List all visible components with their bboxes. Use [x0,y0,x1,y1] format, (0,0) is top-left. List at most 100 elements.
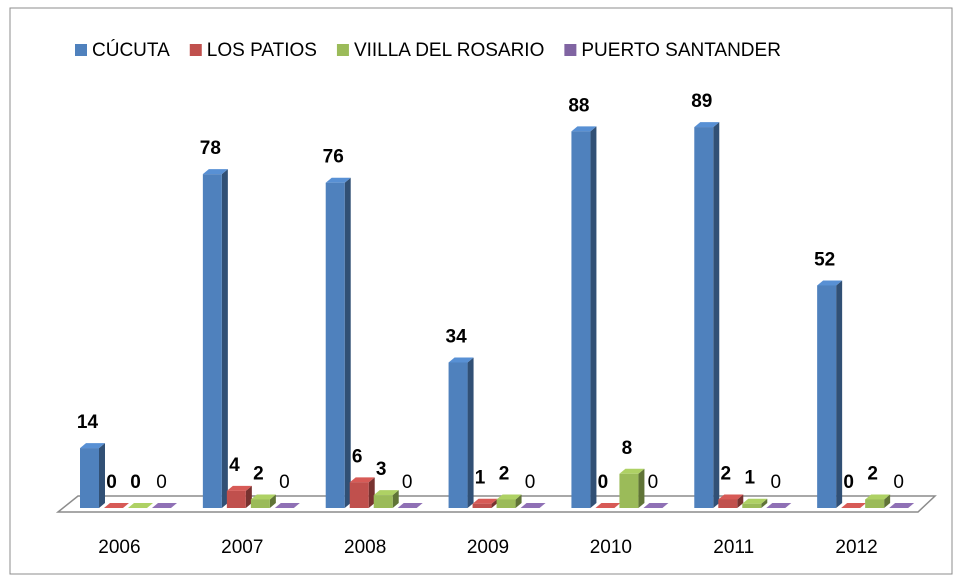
bar-top [80,443,105,449]
bar [718,494,744,508]
value-label: 0 [402,472,413,493]
bar [202,169,228,508]
value-label: 0 [130,472,141,493]
x-tick-label: 2006 [98,537,140,558]
value-label: 0 [106,472,117,493]
bar [152,503,177,509]
value-label: 1 [475,468,486,489]
bar-front [865,499,885,508]
bar [766,503,792,509]
legend-swatch [189,44,202,56]
bar-top [571,126,597,132]
value-label: 14 [77,412,99,433]
bar-side [269,494,276,508]
bar-side [638,468,645,508]
value-label: 0 [598,472,609,493]
bar-side [761,498,768,508]
bar-front [694,127,714,508]
bar-side [221,169,228,508]
bar-front [496,499,516,508]
value-label: 0 [893,472,904,493]
bar-front [571,131,591,509]
bar-top [448,357,474,363]
bar [595,503,621,509]
bar [397,503,423,509]
bar-side [491,498,498,508]
bar [226,485,252,508]
legend-label: PUERTO SANTANDER [581,40,781,61]
bar-front [250,499,270,508]
bar-top [841,503,867,508]
bar-front [718,499,738,508]
bar-top [817,280,843,286]
value-label: 2 [867,463,878,484]
value-label: 0 [525,472,536,493]
bar [619,468,645,508]
bar [643,503,669,509]
bar [448,357,474,508]
bar [865,494,891,508]
bar-side [245,485,252,508]
bar-top [889,503,915,508]
value-label: 88 [568,95,589,116]
value-label: 0 [843,472,854,493]
bar [841,503,867,509]
bar-front [202,174,222,508]
bar [104,503,129,509]
bar-top [520,503,546,508]
value-label: 52 [814,249,835,270]
bar [325,177,351,508]
x-tick-label: 2008 [344,537,386,558]
bar-top [226,485,252,491]
bar-side [392,490,399,508]
value-label: 76 [323,147,344,168]
bar [373,490,399,508]
bar-front [349,482,369,508]
bar-top [128,503,153,508]
bar [349,477,375,508]
value-label: 0 [279,472,290,493]
value-label: 0 [156,472,167,493]
bar [742,498,768,508]
bar-top [202,169,228,175]
bar-front [325,182,345,508]
bar-top [152,503,177,508]
bar-side [590,126,597,509]
bar-side [836,280,843,508]
x-tick-label: 2009 [467,537,509,558]
bar [128,503,153,509]
bar-side [467,357,474,508]
legend-swatch [75,44,87,56]
value-label: 89 [691,91,712,112]
bar-top [496,494,522,500]
bar-side [99,443,105,508]
legend-label: LOS PATIOS [207,40,317,61]
bar-top [643,503,669,508]
bar-top [865,494,891,500]
bar-top [373,490,399,496]
bar-top [742,498,768,504]
bar-top [472,498,498,504]
bar-front [619,473,639,508]
value-label: 78 [200,138,221,159]
bar-front [742,503,762,508]
value-label: 2 [499,463,510,484]
bar-front [472,503,492,508]
legend-swatch [564,44,577,56]
x-tick-label: 2011 [713,537,754,558]
bar-side [368,477,375,508]
value-label: 2 [720,463,731,484]
x-tick-label: 2012 [835,537,877,558]
bar-front [80,448,99,508]
bar [889,503,915,509]
bar [496,494,522,508]
legend-label: VIILLA DEL ROSARIO [354,40,544,61]
value-label: 8 [622,438,633,459]
bar-top [349,477,375,483]
bar-top [325,177,351,183]
bar [274,503,300,509]
bar [80,443,105,508]
bar-front [226,490,246,508]
bar-top [595,503,621,508]
